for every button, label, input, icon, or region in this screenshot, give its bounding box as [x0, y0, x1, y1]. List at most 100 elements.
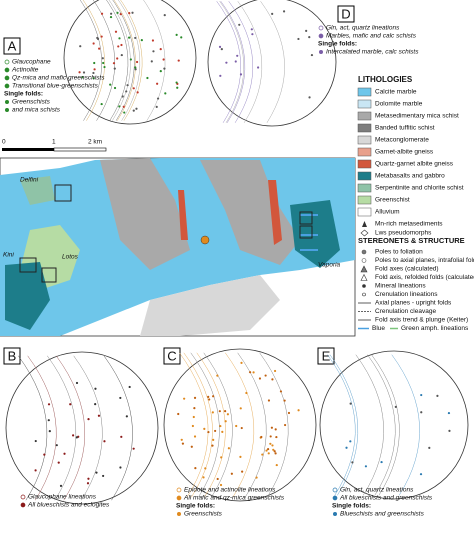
lithology-swatch — [357, 159, 372, 169]
data-point — [212, 438, 215, 441]
data-point — [219, 483, 223, 487]
great-circle — [103, 355, 133, 501]
great-circle — [237, 352, 267, 498]
place: Lotos — [62, 254, 79, 261]
legend-label: Poles to axial planes, intrafolial folds — [375, 257, 474, 264]
data-point — [100, 102, 103, 106]
lithology-label: Garnet-albite gneiss — [375, 149, 434, 156]
data-point — [272, 448, 275, 451]
legend-label: Crenulation cleavage — [375, 308, 436, 315]
data-point — [103, 440, 106, 443]
data-point — [128, 12, 131, 15]
map — [0, 157, 356, 337]
data-point — [345, 446, 348, 449]
panel-box — [317, 347, 335, 365]
legend-label: Greenschists — [12, 99, 51, 106]
data-point — [271, 378, 274, 381]
legend-label: Glaucophane lineations — [28, 494, 97, 501]
great-circle — [259, 352, 289, 498]
great-circle — [203, 352, 233, 498]
structure-title: STEREONETS & STRUCTURE — [358, 236, 465, 245]
data-point — [132, 447, 135, 450]
data-point — [43, 453, 46, 456]
data-point — [163, 14, 166, 17]
lithology-swatch — [357, 111, 372, 121]
data-point — [123, 111, 126, 114]
lithology-label: Alluvium — [375, 209, 400, 216]
data-point — [75, 381, 79, 385]
great-circle — [225, 352, 255, 498]
data-point — [129, 58, 132, 61]
stereonet-d — [207, 0, 337, 127]
data-point — [116, 57, 119, 60]
data-point — [156, 97, 160, 100]
data-point — [120, 435, 123, 438]
legend-label: Transitional blue-greenschists — [12, 83, 99, 90]
data-point — [63, 452, 66, 455]
data-point — [175, 81, 178, 84]
legend-symbol — [361, 249, 367, 255]
data-point — [297, 409, 300, 412]
legend-label: Qz-mica and mafic greenschists — [12, 75, 105, 82]
great-circle — [329, 354, 359, 496]
data-point — [175, 33, 178, 37]
data-point — [114, 30, 118, 33]
data-point — [220, 48, 223, 51]
data-point — [92, 77, 95, 80]
data-point — [238, 23, 241, 26]
data-point — [109, 15, 113, 19]
data-point — [218, 45, 222, 48]
scale-label: 2 km — [88, 139, 102, 146]
data-point — [239, 407, 242, 410]
data-point — [220, 456, 223, 459]
great-circle — [143, 0, 166, 121]
lithology-swatch — [357, 123, 372, 133]
data-point — [212, 395, 215, 398]
data-point — [271, 444, 274, 447]
data-point — [135, 60, 139, 64]
legend-symbol — [177, 512, 181, 516]
data-point — [218, 410, 221, 413]
data-point — [79, 45, 82, 48]
data-point — [273, 450, 276, 453]
legend-label: All blueschists and eclogites — [27, 502, 110, 509]
place: Kini — [3, 252, 14, 259]
lithology-swatch — [357, 195, 372, 205]
data-point — [122, 105, 125, 108]
data-point — [193, 435, 197, 438]
data-point — [119, 396, 122, 400]
data-point — [86, 482, 90, 485]
legend-label: Intercalated marble, calc schists — [326, 49, 419, 56]
data-point — [150, 60, 153, 63]
data-point — [190, 445, 193, 448]
data-point — [428, 446, 431, 449]
legend-symbol — [362, 292, 366, 297]
great-circle — [196, 352, 226, 498]
data-point — [207, 395, 210, 398]
lithology-label: Quartz-garnet albite gneiss — [375, 161, 454, 168]
data-point — [125, 90, 128, 93]
data-point — [234, 60, 237, 63]
data-point — [436, 394, 439, 397]
place: Vaporia — [318, 262, 341, 269]
great-circle — [391, 354, 420, 496]
data-point — [176, 86, 179, 89]
data-point — [135, 107, 138, 110]
data-point — [193, 396, 197, 399]
data-point — [116, 11, 119, 14]
data-point — [420, 393, 423, 397]
data-point — [211, 411, 214, 414]
data-point — [256, 66, 260, 69]
data-point — [283, 399, 286, 402]
data-point — [131, 11, 134, 14]
legend-label: Fold axis trend & plunge (Keiter) — [375, 317, 468, 324]
data-point — [287, 411, 291, 415]
data-point — [110, 12, 113, 15]
data-point — [100, 12, 104, 15]
lithology-label: Metaconglomerate — [375, 137, 429, 144]
legend-symbol — [5, 100, 9, 104]
lithology-label: Banded tuffitic schist — [375, 125, 435, 132]
scale-label: 0 — [2, 139, 6, 146]
legend-label: Mn-rich metasediments — [375, 221, 443, 228]
